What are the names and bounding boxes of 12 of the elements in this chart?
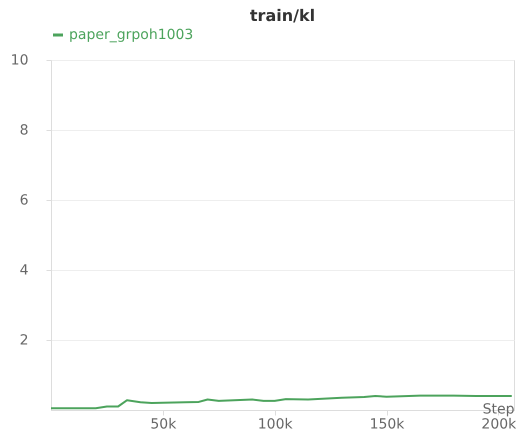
y-tick-label: 6 bbox=[20, 192, 29, 208]
y-tick-label: 10 bbox=[10, 52, 28, 68]
chart-title: train/kl bbox=[250, 6, 316, 25]
x-tick-label: 50k bbox=[150, 416, 178, 432]
x-axis-title: Step bbox=[482, 402, 515, 418]
x-tick-label: 150k bbox=[370, 416, 406, 432]
x-tick-label: 100k bbox=[258, 416, 294, 432]
legend-label: paper_grpoh1003 bbox=[69, 27, 194, 43]
x-tick-label: 200k bbox=[481, 416, 518, 432]
y-tick-label: 4 bbox=[20, 262, 29, 278]
y-tick-label: 2 bbox=[20, 332, 28, 348]
y-tick-label: 8 bbox=[20, 122, 28, 138]
